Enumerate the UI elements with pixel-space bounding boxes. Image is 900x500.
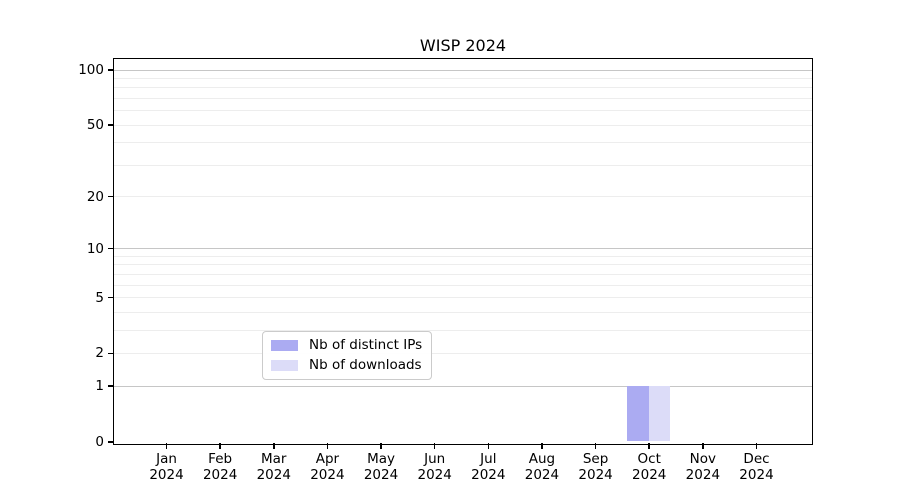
y-tick-label-100: 100 <box>78 62 104 79</box>
legend-swatch-distinct-ips <box>271 339 298 351</box>
gridline-minor-2 <box>114 352 812 354</box>
x-tick-jul-2024 <box>487 443 490 449</box>
x-tick-month: Feb <box>208 451 233 467</box>
x-tick-year: 2024 <box>471 467 506 483</box>
x-tick-may-2024 <box>380 443 382 449</box>
x-tick-month: May <box>367 451 395 467</box>
x-tick-year: 2024 <box>149 467 184 483</box>
x-tick-year: 2024 <box>685 467 721 483</box>
x-tick-label-jul-2024: Jul 2024 <box>456 451 520 483</box>
x-tick-label-jan-2024: Jan 2024 <box>135 451 199 483</box>
y-tick-5 <box>108 296 114 299</box>
x-tick-dec-2024 <box>755 443 758 449</box>
x-tick-jun-2024 <box>433 443 436 449</box>
x-tick-month: Jun <box>424 451 446 467</box>
x-tick-year: 2024 <box>417 467 452 483</box>
y-tick-label-20: 20 <box>86 188 104 205</box>
x-tick-label-dec-2024: Dec 2024 <box>724 451 788 483</box>
x-tick-month: Mar <box>261 451 287 467</box>
gridline-minor-5 <box>114 297 812 299</box>
x-tick-month: Aug <box>528 451 556 467</box>
y-tick-20 <box>108 195 114 198</box>
y-tick-label-10: 10 <box>86 240 104 257</box>
gridline-minor-70 <box>114 97 812 99</box>
x-tick-sep-2024 <box>594 443 597 449</box>
x-tick-month: Sep <box>582 451 609 467</box>
y-tick-2 <box>108 352 114 355</box>
legend-swatch-downloads <box>271 359 298 371</box>
x-tick-year: 2024 <box>739 467 774 483</box>
x-tick-month: Nov <box>689 451 717 467</box>
x-tick-label-aug-2024: Aug 2024 <box>510 451 574 483</box>
gridline-major-100 <box>114 69 812 71</box>
legend-label-distinct-ips: Nb of distinct IPs <box>309 337 423 353</box>
bar-nb-of-distinct-ips-oct-2024 <box>627 385 649 442</box>
legend-label-downloads: Nb of downloads <box>309 357 422 373</box>
x-tick-month: Jul <box>480 451 497 467</box>
x-tick-label-nov-2024: Nov 2024 <box>671 451 735 483</box>
x-tick-label-apr-2024: Apr 2024 <box>295 451 359 483</box>
x-tick-nov-2024 <box>702 443 704 449</box>
plot-area <box>113 57 813 445</box>
x-tick-label-may-2024: May 2024 <box>349 451 413 483</box>
gridline-minor-20 <box>114 196 812 198</box>
y-tick-50 <box>108 124 114 126</box>
chart-title: WISP 2024 <box>419 36 507 55</box>
gridline-minor-90 <box>114 77 812 79</box>
y-tick-label-0: 0 <box>95 434 104 450</box>
legend-item-downloads: Nb of downloads <box>271 357 422 373</box>
x-tick-year: 2024 <box>363 467 399 483</box>
y-tick-label-2: 2 <box>95 345 104 362</box>
x-tick-label-jun-2024: Jun 2024 <box>403 451 467 483</box>
x-tick-oct-2024 <box>648 443 650 449</box>
y-tick-label-5: 5 <box>95 289 104 306</box>
x-tick-jan-2024 <box>165 443 168 449</box>
x-tick-mar-2024 <box>273 443 275 449</box>
y-tick-label-50: 50 <box>86 117 104 134</box>
x-tick-year: 2024 <box>202 467 238 483</box>
gridline-major-1 <box>114 385 812 387</box>
y-tick-label-1: 1 <box>95 378 104 395</box>
x-tick-year: 2024 <box>256 467 291 483</box>
x-tick-month: Oct <box>637 451 661 467</box>
gridline-minor-6 <box>114 284 812 286</box>
x-tick-month: Jan <box>156 451 177 467</box>
gridline-minor-60 <box>114 110 812 112</box>
x-tick-year: 2024 <box>632 467 667 483</box>
gridline-minor-30 <box>114 164 812 166</box>
y-tick-10 <box>108 247 114 250</box>
x-tick-month: Apr <box>315 451 340 467</box>
x-tick-aug-2024 <box>541 443 543 449</box>
gridline-minor-40 <box>114 142 812 144</box>
bar-nb-of-downloads-oct-2024 <box>648 385 671 442</box>
gridline-minor-80 <box>114 87 812 89</box>
x-tick-label-mar-2024: Mar 2024 <box>242 451 306 483</box>
x-tick-year: 2024 <box>310 467 345 483</box>
x-tick-apr-2024 <box>326 443 329 449</box>
x-tick-label-sep-2024: Sep 2024 <box>564 451 628 483</box>
gridline-minor-50 <box>114 124 812 126</box>
legend: Nb of distinct IPs Nb of downloads <box>262 331 433 380</box>
gridline-minor-4 <box>114 311 812 313</box>
x-tick-year: 2024 <box>578 467 613 483</box>
y-tick-100 <box>108 69 114 71</box>
gridline-minor-8 <box>114 264 812 266</box>
legend-item-distinct-ips: Nb of distinct IPs <box>271 337 422 353</box>
gridline-minor-3 <box>114 329 812 331</box>
y-tick-1 <box>108 385 114 387</box>
gridline-minor-7 <box>114 273 812 275</box>
y-tick-0 <box>108 441 114 443</box>
x-tick-feb-2024 <box>219 443 221 449</box>
x-tick-year: 2024 <box>524 467 560 483</box>
gridline-major-10 <box>114 248 812 250</box>
x-tick-month: Dec <box>743 451 770 467</box>
gridline-minor-9 <box>114 255 812 257</box>
x-tick-label-oct-2024: Oct 2024 <box>617 451 681 483</box>
x-tick-label-feb-2024: Feb 2024 <box>188 451 252 483</box>
